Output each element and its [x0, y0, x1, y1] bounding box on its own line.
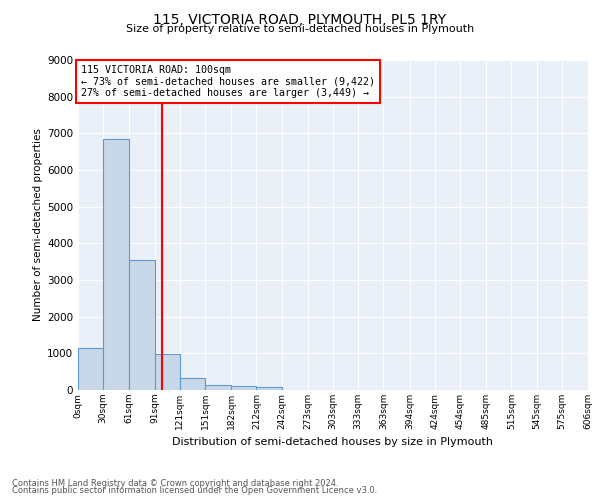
Text: Contains HM Land Registry data © Crown copyright and database right 2024.: Contains HM Land Registry data © Crown c…	[12, 478, 338, 488]
Bar	[130, 260, 155, 390]
X-axis label: Distribution of semi-detached houses by size in Plymouth: Distribution of semi-detached houses by …	[173, 438, 493, 448]
Text: 115, VICTORIA ROAD, PLYMOUTH, PL5 1RY: 115, VICTORIA ROAD, PLYMOUTH, PL5 1RY	[154, 12, 446, 26]
Bar	[205, 385, 231, 390]
Bar	[78, 348, 103, 390]
Bar	[103, 139, 130, 390]
Bar	[155, 354, 180, 390]
Text: 115 VICTORIA ROAD: 100sqm
← 73% of semi-detached houses are smaller (9,422)
27% : 115 VICTORIA ROAD: 100sqm ← 73% of semi-…	[80, 65, 374, 98]
Text: Size of property relative to semi-detached houses in Plymouth: Size of property relative to semi-detach…	[126, 24, 474, 34]
Bar	[256, 387, 281, 390]
Bar	[180, 378, 205, 390]
Y-axis label: Number of semi-detached properties: Number of semi-detached properties	[33, 128, 43, 322]
Bar	[231, 386, 256, 390]
Text: Contains public sector information licensed under the Open Government Licence v3: Contains public sector information licen…	[12, 486, 377, 495]
